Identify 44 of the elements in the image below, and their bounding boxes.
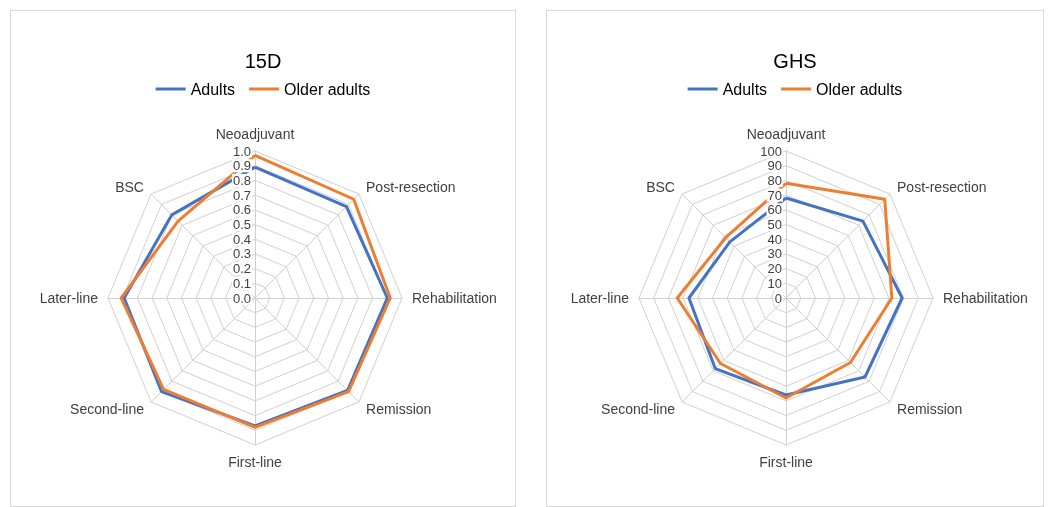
y-tick-label: 10 xyxy=(767,275,782,291)
spoke-label: First-line xyxy=(759,454,814,470)
spoke-label: Second-line xyxy=(601,401,676,418)
y-tick-label: 50 xyxy=(767,217,782,232)
chart-title: 15D xyxy=(244,50,282,72)
spoke-label: Rehabilitation xyxy=(943,290,1028,306)
y-tick-label: 20 xyxy=(767,261,782,277)
spoke-label: Later-line xyxy=(570,290,630,306)
y-tick-label: 60 xyxy=(767,202,782,218)
spoke-label: Neoadjuvant xyxy=(215,126,295,142)
y-tick-label: 1.0 xyxy=(232,143,251,159)
spoke-label: Remission xyxy=(366,401,432,418)
legend-label: Older adults xyxy=(284,80,371,98)
y-tick-label: 0.6 xyxy=(232,202,251,218)
spoke-label: BSC xyxy=(646,178,675,195)
legend-label: Adults xyxy=(722,80,768,98)
spoke-label: Post-resection xyxy=(897,178,987,195)
legend-label: Older adults xyxy=(816,80,903,98)
spoke-label: Remission xyxy=(897,401,963,418)
y-tick-label: 0.4 xyxy=(232,231,251,247)
spoke-label: Later-line xyxy=(39,290,99,306)
chart-title: GHS xyxy=(773,50,817,72)
spoke-label: Neoadjuvant xyxy=(746,126,826,142)
spoke-label: Second-line xyxy=(70,401,145,418)
y-tick-label: 0.7 xyxy=(232,187,251,203)
y-tick-label: 70 xyxy=(767,187,782,203)
y-tick-label: 0.8 xyxy=(232,172,251,188)
y-tick-label: 30 xyxy=(767,246,782,262)
y-tick-label: 40 xyxy=(767,231,782,247)
y-tick-label: 0.0 xyxy=(232,290,251,306)
y-tick-label: 100 xyxy=(760,143,782,159)
legend-label: Adults xyxy=(190,80,236,98)
y-tick-label: 90 xyxy=(767,158,782,174)
y-tick-label: 0.2 xyxy=(232,261,251,277)
spoke-label: First-line xyxy=(228,454,283,470)
y-tick-label: 0.1 xyxy=(232,275,251,291)
y-tick-label: 0 xyxy=(774,290,782,306)
spoke-label: Post-resection xyxy=(366,178,456,195)
y-tick-label: 0.3 xyxy=(232,246,251,262)
spoke-label: BSC xyxy=(115,178,144,195)
spoke-label: Rehabilitation xyxy=(412,290,497,306)
y-tick-label: 0.9 xyxy=(232,158,251,174)
y-tick-label: 80 xyxy=(767,172,782,188)
y-tick-label: 0.5 xyxy=(232,217,251,232)
